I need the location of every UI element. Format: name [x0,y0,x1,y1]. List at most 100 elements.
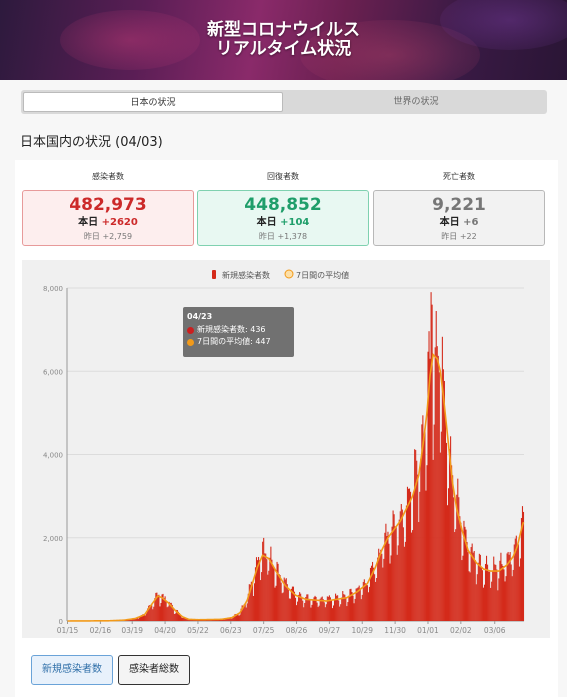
bar [240,608,242,621]
bar [366,585,368,621]
bar [393,514,395,621]
bar [382,567,384,621]
bar [161,594,163,621]
bar [475,584,477,621]
bar [195,620,197,621]
bar [520,518,522,621]
chart-tooltip: 04/23 新規感染者数: 436 7日間の平均値: 447 [183,307,294,357]
header-banner: 新型コロナウイルス リアルタイム状況 [0,0,567,80]
bar [346,606,348,621]
banner-glow [60,10,200,70]
yesterday-value: +22 [459,232,477,241]
bar [426,465,428,621]
bar [300,593,302,621]
bar [435,311,437,621]
bar [400,504,402,621]
bar [158,594,160,621]
bar [397,545,399,621]
bar [232,617,234,621]
bar [494,564,496,621]
bar [396,554,398,621]
bar [430,292,432,621]
bar [244,603,246,621]
x-tick-label: 02/02 [450,626,472,635]
bar [413,491,415,621]
bar [303,607,305,621]
bar [277,563,279,621]
bar [453,497,455,621]
bar [314,595,316,621]
bar [388,543,390,621]
bar [148,605,150,621]
bar [327,596,329,621]
bar [432,459,434,621]
bar [172,609,174,621]
bar [243,604,245,621]
bar [136,617,138,621]
x-tick-label: 07/25 [253,626,275,635]
bar [452,475,454,621]
bar [272,564,274,621]
bar [275,585,277,621]
bar [266,559,268,621]
bar [411,532,413,621]
bar [511,576,513,621]
bar [157,595,159,621]
bar [299,592,301,621]
bar [323,602,325,621]
bar [505,576,507,621]
bar [179,615,182,621]
bar [368,586,371,621]
bar [394,526,396,621]
bar [222,619,224,621]
bar [328,595,330,621]
bar [356,588,358,621]
bar [313,597,315,621]
bar [436,346,438,621]
bar [169,602,171,621]
bar [308,599,310,621]
bar [271,559,273,621]
bar [353,603,355,621]
bar [325,604,327,621]
bar [431,304,433,621]
bar [438,372,440,621]
bar [311,604,313,621]
bar [492,570,494,621]
bar [469,572,471,621]
bar [369,567,372,621]
banner-glow [300,20,480,80]
bar [151,605,153,621]
total-cases-button[interactable]: 感染者総数 [118,655,190,685]
bar [230,617,232,621]
bar [385,523,387,621]
bar [418,522,420,621]
bar [167,606,169,621]
x-tick-label: 10/29 [351,626,373,635]
new-cases-button[interactable]: 新規感染者数 [31,655,113,685]
bar [180,617,183,621]
bar [477,562,479,621]
bar [196,620,198,621]
bar [283,577,285,621]
yesterday-value: +2,759 [102,232,133,241]
bar [508,554,510,621]
bar [326,596,328,621]
bar [159,606,161,621]
bar [253,583,255,621]
page-title-line1: 新型コロナウイルス [207,20,360,40]
bar [392,510,394,621]
bar [509,552,511,621]
bar [497,590,499,621]
bar [481,570,483,621]
bar [252,595,254,621]
bar [476,574,478,621]
infected-box: 482,973 本日 +2620 昨日 +2,759 [22,190,194,246]
tab-world[interactable]: 世界の状況 [393,97,439,107]
bar [216,619,219,621]
bar [202,620,204,621]
bar [504,581,506,621]
tab-japan[interactable]: 日本の状況 [23,92,283,112]
bar [489,571,491,621]
